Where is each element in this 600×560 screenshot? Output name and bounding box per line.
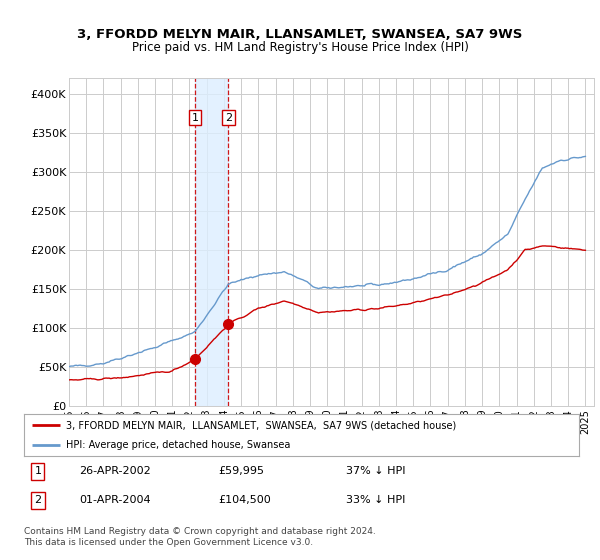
Text: 01-APR-2004: 01-APR-2004 bbox=[79, 496, 151, 506]
Text: 37% ↓ HPI: 37% ↓ HPI bbox=[346, 466, 406, 477]
Text: 3, FFORDD MELYN MAIR,  LLANSAMLET,  SWANSEA,  SA7 9WS (detached house): 3, FFORDD MELYN MAIR, LLANSAMLET, SWANSE… bbox=[65, 421, 456, 430]
Text: 1: 1 bbox=[34, 466, 41, 477]
Text: 33% ↓ HPI: 33% ↓ HPI bbox=[346, 496, 405, 506]
Text: 2: 2 bbox=[34, 496, 41, 506]
Bar bbox=[195, 78, 228, 406]
Text: 2: 2 bbox=[224, 113, 232, 123]
Text: Price paid vs. HM Land Registry's House Price Index (HPI): Price paid vs. HM Land Registry's House … bbox=[131, 40, 469, 54]
Text: £59,995: £59,995 bbox=[218, 466, 264, 477]
Text: £104,500: £104,500 bbox=[218, 496, 271, 506]
Text: Contains HM Land Registry data © Crown copyright and database right 2024.: Contains HM Land Registry data © Crown c… bbox=[24, 528, 376, 536]
Text: HPI: Average price, detached house, Swansea: HPI: Average price, detached house, Swan… bbox=[65, 440, 290, 450]
Text: This data is licensed under the Open Government Licence v3.0.: This data is licensed under the Open Gov… bbox=[24, 539, 313, 548]
Text: 3, FFORDD MELYN MAIR, LLANSAMLET, SWANSEA, SA7 9WS: 3, FFORDD MELYN MAIR, LLANSAMLET, SWANSE… bbox=[77, 28, 523, 41]
Text: 26-APR-2002: 26-APR-2002 bbox=[79, 466, 151, 477]
Text: 1: 1 bbox=[191, 113, 199, 123]
